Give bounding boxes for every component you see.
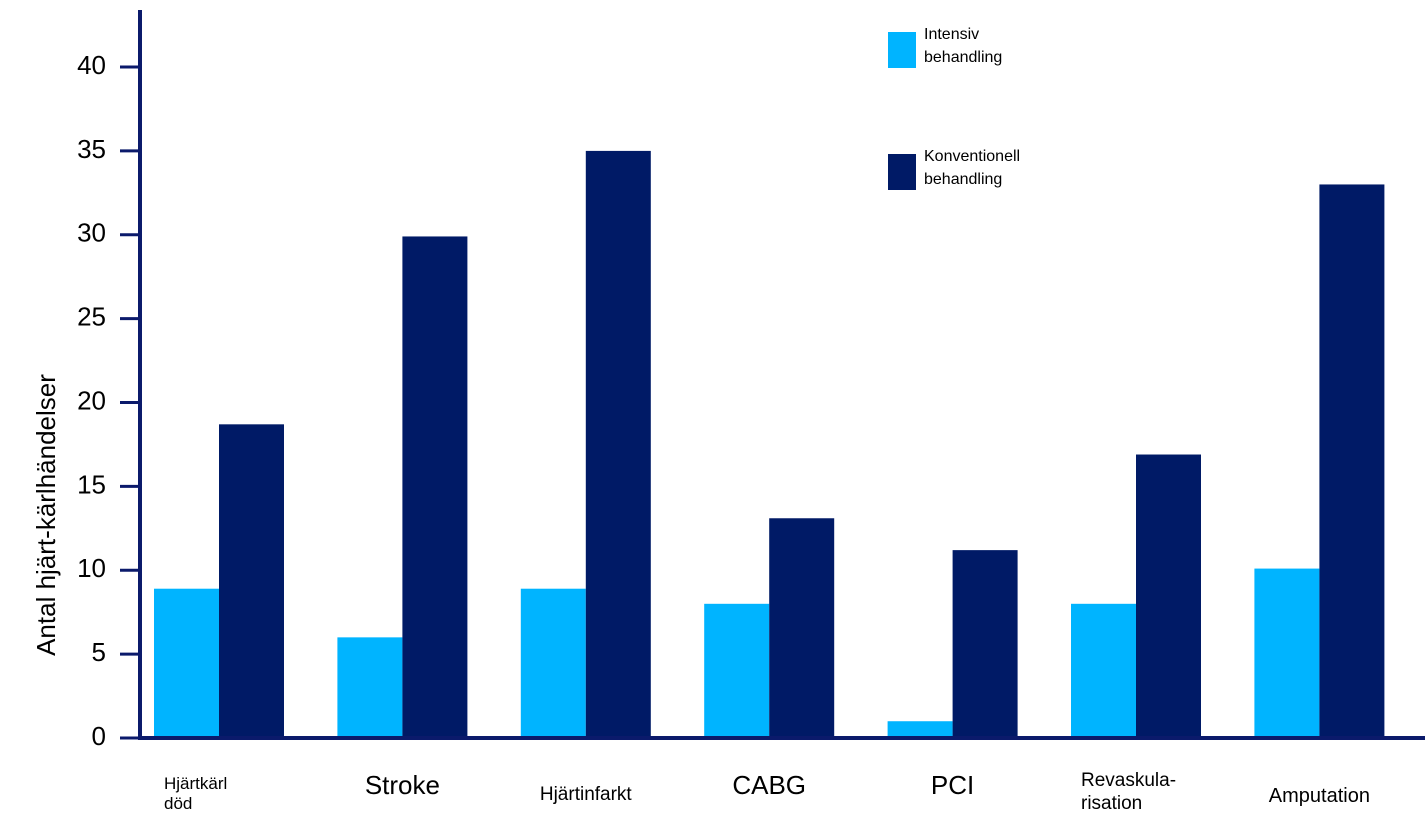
y-tick-label: 10 xyxy=(77,553,106,583)
x-tick-label: Hjärtkärl död xyxy=(164,774,228,814)
y-tick-label: 35 xyxy=(77,134,106,164)
x-tick-label: Amputation xyxy=(1268,785,1370,807)
x-tick-label: Hjärtinfarkt xyxy=(539,784,632,805)
bar xyxy=(1254,568,1320,738)
bar xyxy=(520,588,586,738)
x-tick-label: Revaskula- risation xyxy=(1081,770,1177,814)
bar xyxy=(337,637,403,738)
bar xyxy=(704,603,770,738)
bar xyxy=(1319,184,1385,739)
bar xyxy=(769,518,835,738)
y-tick-label: 0 xyxy=(92,721,106,751)
y-tick-label: 25 xyxy=(77,302,106,332)
legend-swatch xyxy=(888,32,916,68)
y-tick-label: 20 xyxy=(77,385,106,415)
y-axis-title: Antal hjärt-kärlhändelser xyxy=(31,374,61,656)
bar xyxy=(1136,454,1201,738)
y-tick-label: 5 xyxy=(92,637,106,667)
bar xyxy=(585,150,651,739)
bar xyxy=(402,236,468,739)
legend-label: Intensiv behandling xyxy=(924,26,1003,67)
legend-swatch xyxy=(888,154,916,190)
bar xyxy=(952,550,1018,738)
bar xyxy=(219,424,284,738)
x-tick-label: PCI xyxy=(930,770,975,800)
bar xyxy=(1071,603,1136,738)
bar xyxy=(154,588,219,738)
y-tick-label: 40 xyxy=(77,50,106,80)
legend-label: Konventionell behandling xyxy=(924,148,1021,189)
y-tick-label: 15 xyxy=(77,469,106,499)
bar xyxy=(887,721,953,738)
x-tick-label: CABG xyxy=(732,770,807,800)
x-tick-label: Stroke xyxy=(364,770,440,800)
y-tick-label: 30 xyxy=(77,218,106,248)
